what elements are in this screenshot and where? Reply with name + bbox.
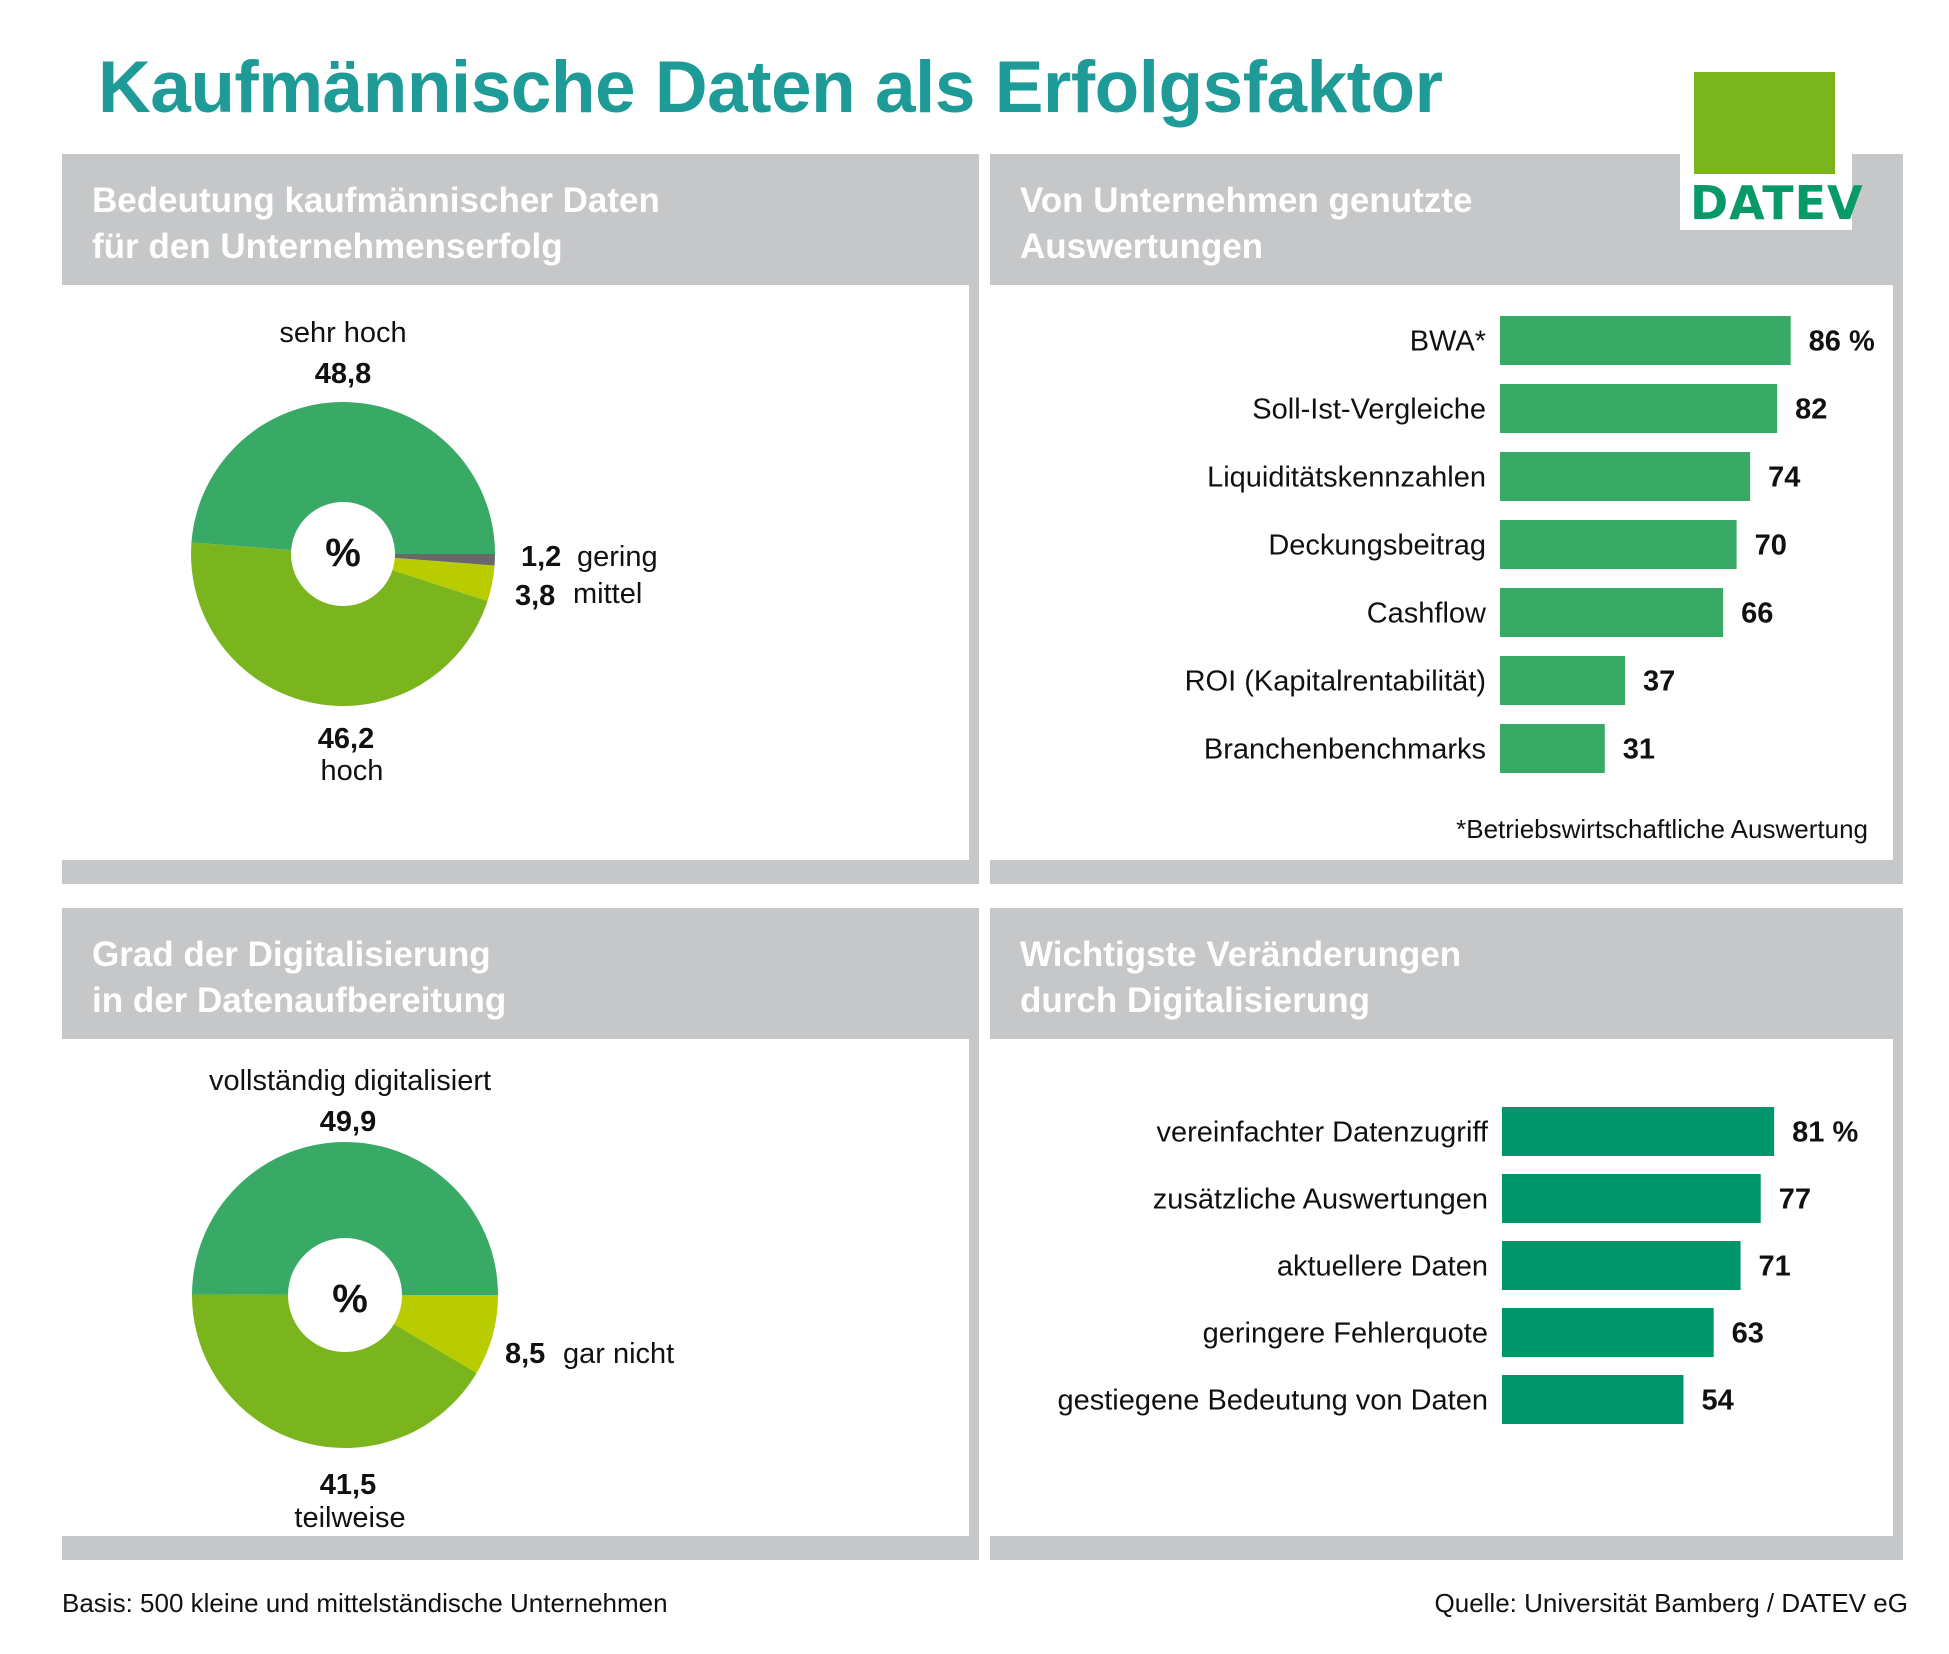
bar-row-branchenbenchmarks: Branchenbenchmarks 31 <box>1204 724 1655 773</box>
slice-value-gar-nicht: 8,5 <box>505 1338 545 1370</box>
bar-label: Branchenbenchmarks <box>1204 734 1486 766</box>
bar <box>1502 1308 1714 1357</box>
footnote-bwa: *Betriebswirtschaftliche Auswertung <box>1456 814 1868 844</box>
donut-slices <box>191 402 495 706</box>
bar <box>1502 1174 1761 1223</box>
bar-value-label: 37 <box>1643 666 1675 698</box>
bar-label: vereinfachter Datenzugriff <box>1156 1117 1488 1149</box>
logo-text: DATEV <box>1690 176 1864 230</box>
slice-label-vollstaendig: vollständig digitalisiert <box>209 1065 491 1097</box>
slice-label-gar-nicht: gar nicht <box>563 1338 674 1370</box>
panel-header: Wichtigste Veränderungen durch Digitalis… <box>990 908 1903 1039</box>
slice-label-hoch: hoch <box>321 755 384 787</box>
bar-row-gestiegene-bedeutung-von-daten: gestiegene Bedeutung von Daten 54 <box>1057 1375 1734 1424</box>
bar-label: geringere Fehlerquote <box>1203 1318 1488 1350</box>
donut-slice-vollständig-digitalisiert <box>192 1142 498 1295</box>
bar-label: zusätzliche Auswertungen <box>1153 1184 1488 1216</box>
panel-header: Grad der Digitalisierung in der Datenauf… <box>62 908 979 1039</box>
bar-row-cashflow: Cashflow 66 <box>1367 588 1773 637</box>
bar-label: BWA* <box>1410 326 1486 358</box>
panel-title: Von Unternehmen genutzte Auswertungen <box>1020 181 1473 266</box>
logo-square-icon <box>1694 72 1835 174</box>
bar-value-label: 74 <box>1768 462 1800 494</box>
bar-row-bwa: BWA* 86 % <box>1410 316 1875 365</box>
bar-row-liquiditätskennzahlen: Liquiditätskennzahlen 74 <box>1207 452 1800 501</box>
bar <box>1500 316 1791 365</box>
bar <box>1500 452 1751 501</box>
donut-slice-gar-nicht <box>394 1295 498 1373</box>
donut-slice-mittel <box>392 557 495 601</box>
bar-label: Cashflow <box>1367 598 1487 630</box>
page-title: Kaufmännische Daten als Erfolgsfaktor <box>98 47 1443 128</box>
panel-title: Bedeutung kaufmännischer Daten für den U… <box>92 181 660 266</box>
bar <box>1502 1107 1775 1156</box>
bar-value-label: 81 % <box>1792 1117 1858 1149</box>
bar <box>1502 1375 1684 1424</box>
bar <box>1500 656 1626 705</box>
bar-chart-changes: vereinfachter Datenzugriff 81 % zusätzlich… <box>1057 1107 1858 1424</box>
bar <box>1500 520 1737 569</box>
bar-row-zusätzliche-auswertungen: zusätzliche Auswertungen 77 <box>1153 1174 1811 1223</box>
panel-header: Von Unternehmen genutzte Auswertungen <box>990 154 1903 285</box>
bar-label: gestiegene Bedeutung von Daten <box>1057 1385 1488 1417</box>
panel-evaluations: Von Unternehmen genutzte Auswertungen <box>990 154 1903 884</box>
bar <box>1500 588 1724 637</box>
bar-row-geringere-fehlerquote: geringere Fehlerquote 63 <box>1203 1308 1764 1357</box>
bar-value-label: 54 <box>1701 1385 1733 1417</box>
datev-logo: DATEV <box>1680 62 1864 230</box>
bar <box>1502 1241 1741 1290</box>
bar-label: Liquiditätskennzahlen <box>1207 462 1486 494</box>
donut-chart-digitalization: vollständig digitalisiert 49,9 % 8,5 gar… <box>192 1065 674 1534</box>
bar-row-soll-ist-vergleiche: Soll-Ist-Vergleiche 82 <box>1252 384 1827 433</box>
donut-slice-sehr-hoch <box>191 402 495 554</box>
bar-value-label: 66 <box>1741 598 1773 630</box>
donut-center-label: % <box>332 1277 368 1321</box>
slice-value-gering: 1,2 <box>521 541 561 573</box>
panel-title: Wichtigste Veränderungen durch Digitalis… <box>1020 935 1462 1020</box>
donut-slices <box>192 1142 498 1448</box>
bar-value-label: 31 <box>1623 734 1655 766</box>
bar-value-label: 77 <box>1779 1184 1811 1216</box>
footer-basis: Basis: 500 kleine und mittelständische U… <box>62 1588 668 1618</box>
slice-value-hoch: 46,2 <box>318 723 374 755</box>
bar-row-deckungsbeitrag: Deckungsbeitrag 70 <box>1268 520 1787 569</box>
bar-value-label: 71 <box>1759 1251 1791 1283</box>
panel-changes: Wichtigste Veränderungen durch Digitalis… <box>990 908 1903 1560</box>
bar-label: aktuellere Daten <box>1277 1251 1488 1283</box>
bar-label: Deckungsbeitrag <box>1268 530 1486 562</box>
slice-label-teilweise: teilweise <box>294 1502 405 1534</box>
bar-value-label: 86 % <box>1809 326 1875 358</box>
bar <box>1500 724 1605 773</box>
donut-slice-gering <box>394 554 495 566</box>
slice-label-sehr-hoch: sehr hoch <box>279 317 406 349</box>
bar <box>1500 384 1778 433</box>
bar-label: ROI (Kapitalrentabilität) <box>1185 666 1486 698</box>
donut-slice-hoch <box>191 542 488 706</box>
slice-value-teilweise: 41,5 <box>320 1469 376 1501</box>
bar-value-label: 63 <box>1732 1318 1764 1350</box>
bar-value-label: 82 <box>1795 394 1827 426</box>
slice-label-gering: gering <box>577 541 658 573</box>
donut-center-label: % <box>325 531 361 575</box>
slice-value-sehr-hoch: 48,8 <box>315 358 371 390</box>
bar-row-roi-kapitalrentabilität: ROI (Kapitalrentabilität) 37 <box>1185 656 1675 705</box>
panel-title: Grad der Digitalisierung in der Datenauf… <box>92 935 507 1020</box>
bar-chart-evaluations: BWA* 86 % Soll-Ist-Vergleiche 82 Liquiditäts… <box>1185 316 1875 773</box>
panel-body <box>990 285 1893 860</box>
bar-row-vereinfachter-datenzugriff: vereinfachter Datenzugriff 81 % <box>1156 1107 1858 1156</box>
panel-header: Bedeutung kaufmännischer Daten für den U… <box>62 154 979 285</box>
bar-label: Soll-Ist-Vergleiche <box>1252 394 1486 426</box>
bar-row-aktuellere-daten: aktuellere Daten 71 <box>1277 1241 1791 1290</box>
footer-source: Quelle: Universität Bamberg / DATEV eG <box>1434 1588 1908 1618</box>
bar-value-label: 70 <box>1755 530 1787 562</box>
slice-label-mittel: mittel <box>573 578 642 610</box>
donut-slice-teilweise <box>192 1294 477 1448</box>
slice-value-mittel: 3,8 <box>515 580 555 612</box>
slice-value-vollstaendig: 49,9 <box>320 1106 376 1138</box>
donut-chart-importance: sehr hoch 48,8 % 1,2 gering 3,8 mittel 4… <box>191 317 658 787</box>
